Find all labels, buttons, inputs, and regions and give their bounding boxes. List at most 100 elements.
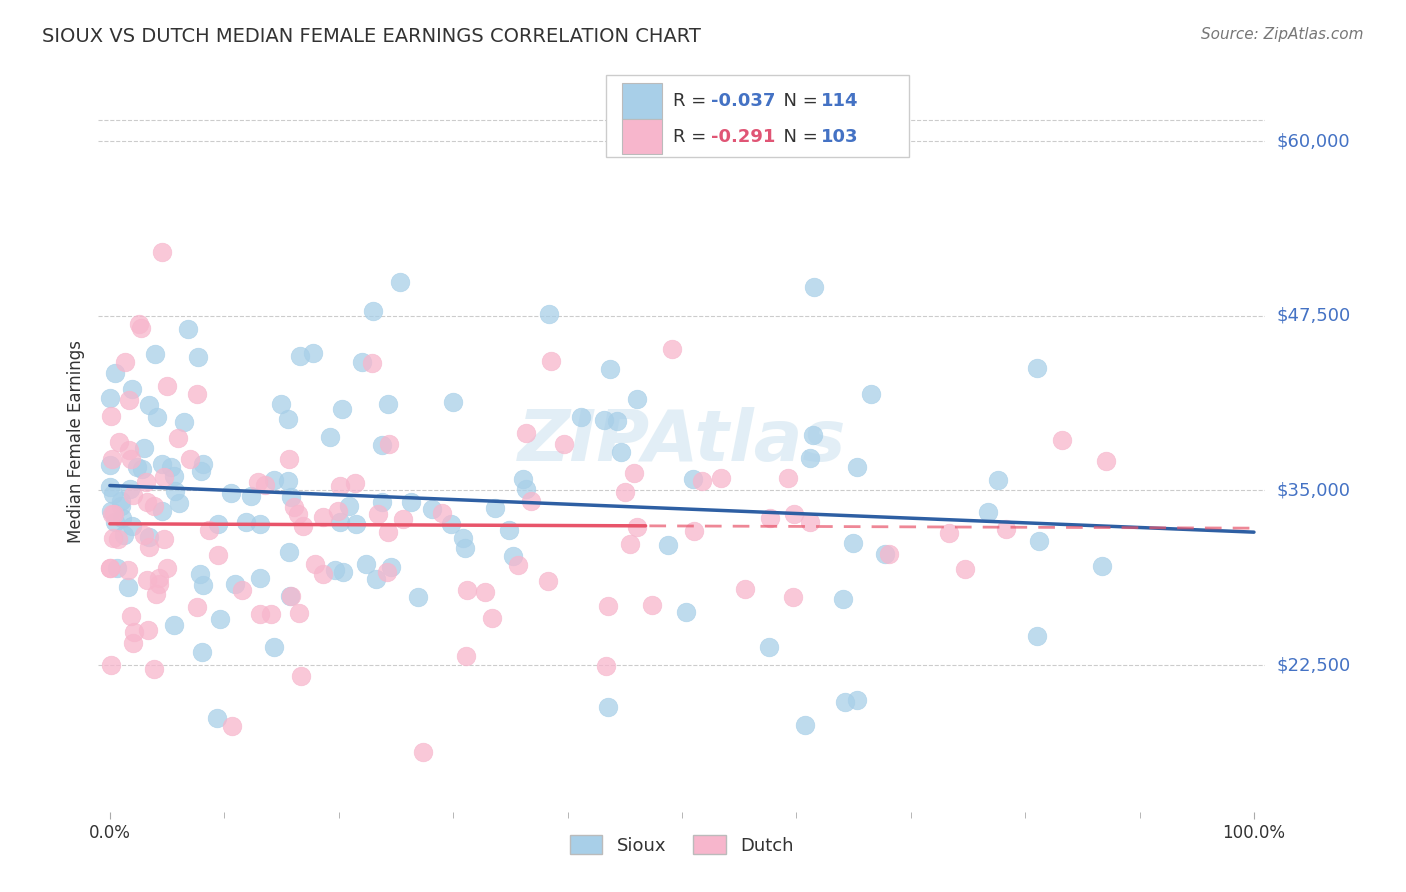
Point (311, 567, 333, 582)
Point (801, 427, 824, 442)
Point (350, 355, 373, 369)
Point (280, 589, 302, 603)
Point (783, 507, 806, 521)
Point (120, 609, 142, 624)
Point (406, 591, 429, 605)
Point (207, 517, 229, 532)
Point (845, 693, 868, 707)
Point (224, 576, 246, 591)
Point (290, 669, 312, 683)
Point (502, 549, 524, 563)
Point (538, 307, 561, 321)
Point (100, 657, 122, 672)
Point (153, 470, 176, 484)
Point (198, 523, 221, 537)
Point (280, 491, 302, 505)
Point (239, 489, 262, 503)
Point (107, 532, 129, 546)
Legend: Sioux, Dutch: Sioux, Dutch (562, 828, 801, 862)
Point (277, 411, 299, 425)
Point (131, 462, 153, 476)
Point (304, 557, 326, 571)
Point (367, 507, 389, 521)
Point (103, 507, 125, 521)
Point (219, 485, 242, 500)
Point (454, 541, 477, 555)
FancyBboxPatch shape (623, 119, 662, 154)
Point (782, 590, 804, 604)
Point (143, 346, 166, 360)
Point (399, 495, 422, 509)
Point (329, 515, 352, 529)
Text: ZIPAtlas: ZIPAtlas (517, 407, 846, 476)
Point (506, 558, 529, 572)
Point (98, 480, 121, 494)
Point (375, 566, 398, 580)
Point (641, 598, 664, 612)
Point (165, 483, 187, 498)
Point (118, 443, 141, 458)
Point (118, 482, 141, 496)
Point (377, 397, 399, 411)
Point (661, 343, 683, 357)
Point (515, 425, 537, 440)
Point (474, 584, 496, 599)
Point (329, 478, 352, 492)
Point (361, 356, 384, 370)
Text: -0.291: -0.291 (711, 128, 776, 145)
FancyBboxPatch shape (606, 75, 910, 156)
Text: 114: 114 (821, 92, 858, 110)
Point (860, 387, 883, 401)
Point (553, 437, 575, 451)
Point (657, 538, 679, 552)
Point (595, 659, 617, 673)
Point (249, 607, 271, 622)
Text: -0.037: -0.037 (711, 92, 776, 110)
Point (332, 565, 354, 579)
Point (270, 397, 292, 411)
Point (288, 606, 311, 620)
Point (734, 582, 756, 596)
Point (803, 280, 825, 294)
Point (145, 587, 167, 601)
Point (187, 350, 209, 364)
Point (799, 515, 821, 529)
Point (389, 275, 412, 289)
Point (1050, 433, 1073, 447)
Point (1091, 558, 1114, 573)
Point (710, 470, 733, 484)
Point (121, 519, 143, 533)
Point (235, 515, 257, 529)
Point (370, 437, 392, 451)
Point (278, 589, 301, 603)
Point (150, 244, 173, 259)
Point (330, 401, 353, 416)
Point (98, 391, 121, 405)
Point (323, 563, 346, 577)
Point (146, 410, 169, 425)
Point (163, 469, 186, 483)
Point (977, 505, 1000, 519)
Point (456, 649, 478, 664)
FancyBboxPatch shape (623, 83, 662, 119)
Point (150, 458, 173, 472)
Point (953, 562, 976, 576)
Point (98, 458, 121, 473)
Point (138, 540, 160, 554)
Point (758, 640, 780, 655)
Point (371, 495, 394, 509)
Point (263, 640, 285, 654)
Point (292, 519, 315, 533)
Y-axis label: Median Female Earnings: Median Female Earnings (67, 340, 86, 543)
Point (231, 583, 253, 598)
Point (842, 536, 865, 550)
Point (512, 472, 534, 486)
Point (249, 516, 271, 531)
Point (98, 561, 121, 575)
Point (138, 531, 160, 545)
Point (177, 321, 200, 335)
Text: R =: R = (672, 92, 711, 110)
Point (207, 548, 229, 562)
Point (221, 718, 243, 732)
Point (498, 523, 520, 537)
